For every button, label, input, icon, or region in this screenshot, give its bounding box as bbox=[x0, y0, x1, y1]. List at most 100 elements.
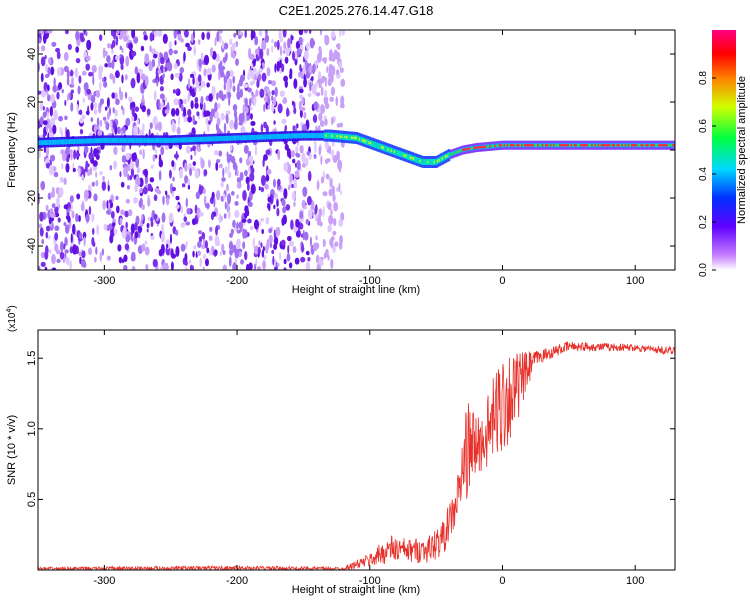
signal-band-inner bbox=[130, 137, 134, 143]
spectrogram-cell bbox=[105, 122, 110, 131]
signal-band-core bbox=[411, 156, 414, 160]
spectrogram-cell bbox=[328, 145, 332, 155]
spectrogram-cell bbox=[83, 30, 87, 35]
signal-band-inner bbox=[226, 135, 230, 141]
spectrogram-cell bbox=[277, 150, 280, 159]
signal-band-core bbox=[616, 144, 620, 147]
spectrogram-cell bbox=[229, 38, 233, 46]
spectrogram-cell bbox=[338, 162, 342, 173]
spectrogram-cell bbox=[49, 154, 56, 162]
signal-band-core bbox=[638, 144, 642, 147]
spectrogram-cell bbox=[113, 228, 118, 235]
spectrogram-cell bbox=[236, 221, 239, 230]
spectrogram-cell bbox=[246, 182, 250, 192]
spectrogram-cell bbox=[190, 154, 193, 160]
signal-band-core bbox=[427, 160, 430, 164]
spectrogram-cell bbox=[118, 35, 123, 40]
snr-x-tick-label: 100 bbox=[626, 575, 644, 587]
spectrogram-cell bbox=[340, 78, 346, 87]
spectrogram-cell bbox=[334, 241, 339, 247]
signal-band-inner bbox=[236, 135, 239, 141]
spectrogram-cell bbox=[46, 84, 50, 92]
spectrogram-cell bbox=[302, 65, 306, 74]
spectrogram-cell bbox=[130, 115, 135, 122]
spectrogram-y-label: Frequency (Hz) bbox=[6, 112, 18, 188]
spectrogram-cell bbox=[121, 47, 124, 53]
spectrogram-cell bbox=[232, 104, 238, 112]
spectrogram-cell bbox=[203, 102, 206, 113]
spectrogram-cell bbox=[241, 112, 245, 123]
signal-band-core bbox=[537, 144, 540, 147]
spectrogram-cell bbox=[250, 113, 253, 120]
spectrogram-cell bbox=[173, 98, 179, 106]
signal-band-core bbox=[559, 144, 562, 147]
spectrogram-cell bbox=[222, 57, 227, 63]
spectrogram-cell bbox=[303, 30, 308, 34]
spectrogram-cell bbox=[153, 90, 157, 102]
spectrogram-cell bbox=[48, 235, 51, 240]
spectrogram-cell bbox=[104, 106, 108, 111]
snr-background bbox=[38, 330, 675, 570]
signal-band-core bbox=[650, 144, 653, 147]
spectrogram-cell bbox=[290, 219, 294, 230]
signal-band-core bbox=[494, 144, 497, 148]
spectrogram-cell bbox=[286, 253, 291, 262]
spectrogram-cell bbox=[198, 230, 203, 235]
signal-band-inner bbox=[49, 139, 53, 145]
spectrogram-cell bbox=[90, 102, 94, 111]
spectrogram-cell bbox=[325, 102, 330, 110]
spectrogram-cell bbox=[302, 229, 305, 241]
spectrogram-cell bbox=[271, 80, 277, 87]
signal-band-inner bbox=[272, 134, 276, 140]
signal-band-inner bbox=[255, 134, 258, 140]
spectrogram-cell bbox=[331, 149, 335, 159]
spectrogram-cell bbox=[190, 100, 194, 110]
spectrogram-cell bbox=[42, 106, 45, 111]
spectrogram-y-ticks: -40 -20 0 20 40 bbox=[26, 48, 675, 254]
spectrogram-cell bbox=[234, 201, 239, 206]
spectrogram-cell bbox=[258, 30, 263, 37]
spectrogram-cell bbox=[115, 35, 119, 46]
signal-band-inner bbox=[288, 133, 292, 139]
spectrogram-cell bbox=[190, 32, 194, 43]
spectrogram-cell bbox=[301, 199, 306, 209]
spectrogram-cell bbox=[75, 30, 80, 41]
spectrogram-cell bbox=[45, 146, 50, 157]
spectrogram-cell bbox=[328, 70, 333, 80]
signal-band-inner bbox=[384, 145, 387, 152]
spectrogram-cell bbox=[239, 171, 244, 181]
spectrogram-cell bbox=[266, 67, 271, 77]
signal-band-inner bbox=[169, 137, 172, 143]
spectrogram-cell bbox=[279, 45, 283, 57]
spectrogram-cell bbox=[218, 212, 222, 222]
spectrogram-cell bbox=[85, 213, 90, 223]
spectrogram-cell bbox=[88, 151, 94, 161]
spectrogram-cell bbox=[144, 53, 150, 65]
spectrogram-cell bbox=[184, 252, 188, 263]
spectrogram-cell bbox=[324, 89, 328, 98]
spectrogram-cell bbox=[314, 81, 318, 90]
spectrogram-cell bbox=[276, 262, 280, 267]
signal-band-inner bbox=[57, 139, 61, 145]
spectrogram-cell bbox=[194, 87, 197, 94]
spectrogram-y-tick-label: 40 bbox=[26, 48, 38, 60]
spectrogram-cell bbox=[106, 200, 109, 209]
spectrogram-cell bbox=[146, 222, 150, 229]
signal-band-inner bbox=[296, 133, 300, 139]
signal-band-inner bbox=[285, 133, 289, 139]
signal-band-core bbox=[513, 144, 516, 147]
spectrogram-cell bbox=[295, 230, 301, 238]
signal-band-inner bbox=[392, 148, 395, 155]
spectrogram-cell bbox=[57, 217, 61, 223]
signal-band-inner bbox=[377, 143, 381, 150]
spectrogram-cell bbox=[118, 86, 122, 97]
signal-band-core bbox=[382, 146, 386, 149]
signal-band-inner bbox=[212, 136, 215, 142]
signal-band-inner bbox=[401, 151, 405, 158]
signal-band-inner bbox=[290, 133, 293, 139]
spectrogram-cell bbox=[70, 69, 73, 77]
signal-band-inner bbox=[250, 134, 253, 140]
signal-band-inner bbox=[189, 137, 193, 143]
signal-band-inner bbox=[115, 137, 118, 143]
signal-band-core bbox=[654, 144, 658, 147]
